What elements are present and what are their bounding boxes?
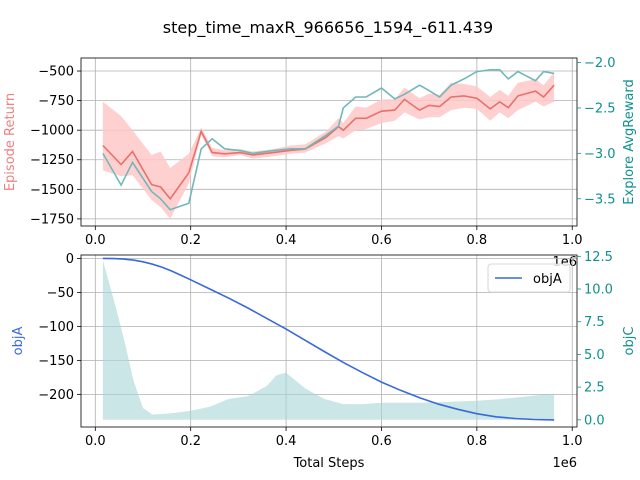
x-tick-label: 0.4 [276, 434, 297, 449]
y-tick-label: −150 [38, 354, 74, 369]
y-tick-label: −100 [38, 320, 74, 335]
y2-tick-label: 5.0 [584, 348, 605, 363]
y2-axis-label: objC [622, 327, 637, 356]
figure-title: step_time_maxR_966656_1594_-611.439 [163, 18, 493, 38]
y-tick-label: −750 [38, 94, 74, 109]
plot-area [102, 257, 555, 421]
y-tick-label: −1500 [30, 183, 74, 198]
y-axis-label: objA [11, 327, 26, 356]
x-tick-label: 1.0 [562, 434, 583, 449]
top-panel: 0.0 0.2 0.4 0.6 0.8 1.0 −500 −750 −1000 −1250 −150… [3, 56, 637, 270]
axes-frame [80, 57, 578, 227]
legend-label-objA: objA [533, 272, 562, 287]
x-offset-label: 1e6 [552, 456, 577, 471]
x-tick-label: 0.8 [467, 434, 488, 449]
x-tick-label: 0.8 [467, 233, 488, 248]
x-tick-label: 0.2 [180, 233, 201, 248]
y-axis-label: Episode Return [3, 93, 18, 191]
y-tick-label: −1750 [30, 212, 74, 227]
return-std-band [102, 72, 555, 219]
x-tick-label: 0.0 [85, 434, 106, 449]
y2-tick-label: 12.5 [584, 250, 613, 265]
objC-area [102, 260, 555, 420]
episode-return-line [102, 84, 555, 201]
objA-line [102, 257, 555, 421]
y2-tick-label: 0.0 [584, 413, 605, 428]
y2-axis-label: Explore AvgReward [622, 79, 637, 204]
x-tick-label: 0.4 [276, 233, 297, 248]
y2-tick-label: 2.5 [584, 381, 605, 396]
explore-avg-reward-line [102, 69, 555, 211]
y2-tick-label: −2.5 [584, 101, 616, 116]
y2-tick-label: −3.5 [584, 192, 616, 207]
legend-box [487, 263, 571, 293]
y-tick-label: −200 [38, 388, 74, 403]
x-tick-label: 0.2 [180, 434, 201, 449]
y2-tick-label: −2.0 [584, 56, 616, 71]
x-tick-label: 1.0 [562, 233, 583, 248]
x-tick-label: 0.6 [371, 434, 392, 449]
y2-tick-label: 10.0 [584, 283, 613, 298]
x-tick-label: 0.6 [371, 233, 392, 248]
y-tick-label: −1000 [30, 124, 74, 139]
axes-frame [80, 254, 578, 428]
y2-tick-label: 7.5 [584, 315, 605, 330]
x-tick-label: 0.0 [85, 233, 106, 248]
plot-area [102, 69, 555, 219]
y-tick-label: −500 [38, 65, 74, 80]
y-tick-label: −1250 [30, 153, 74, 168]
y-tick-label: −50 [47, 286, 74, 301]
y2-tick-label: −3.0 [584, 147, 616, 162]
x-axis-label: Total Steps [293, 456, 365, 471]
y-tick-label: 0 [66, 252, 74, 267]
bottom-panel: 0.0 0.2 0.4 0.6 0.8 1.0 0 −50 −100 −150 −200 0.0 2.5… [11, 250, 637, 471]
legend: objA [487, 263, 571, 293]
